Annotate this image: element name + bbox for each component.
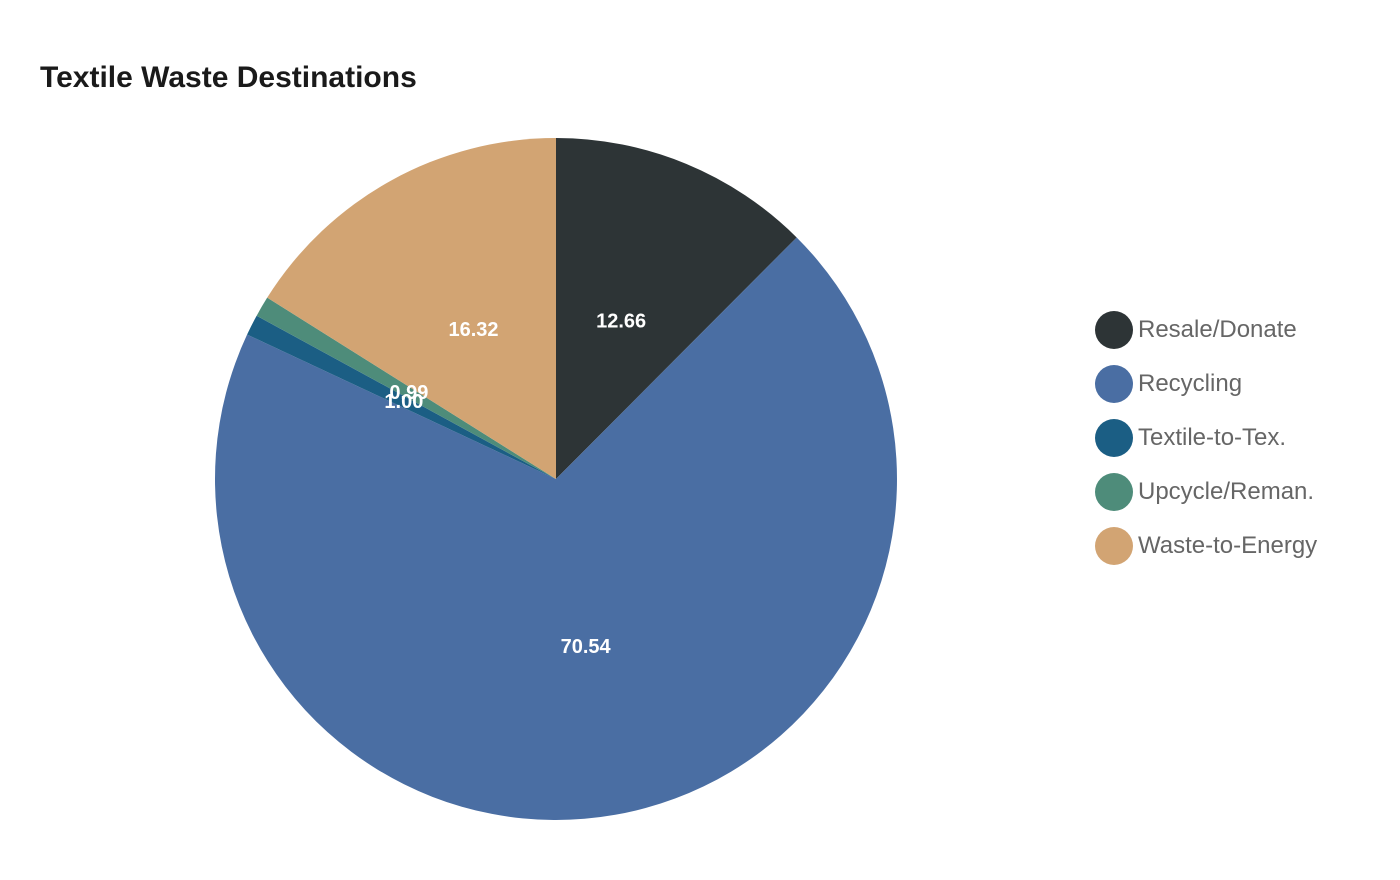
pie-slice-waste-to-energy[interactable] xyxy=(267,137,556,479)
legend-swatch-waste-to-energy xyxy=(1095,527,1133,565)
pie-slice-upcycle-reman[interactable] xyxy=(256,297,556,479)
legend: Resale/Donate Recycling Textile-to-Tex. … xyxy=(1095,303,1317,573)
legend-item-resale-donate[interactable]: Resale/Donate xyxy=(1095,303,1317,357)
pie-slice-textile-to-tex[interactable] xyxy=(247,315,557,479)
chart-title: Textile Waste Destinations xyxy=(40,61,417,94)
legend-label-upcycle-reman: Upcycle/Reman. xyxy=(1138,478,1315,505)
slice-label-upcycle-reman: 0.99 xyxy=(389,382,428,404)
legend-label-textile-to-tex: Textile-to-Tex. xyxy=(1138,424,1287,451)
legend-item-recycling[interactable]: Recycling xyxy=(1095,357,1317,411)
slice-label-recycling: 70.54 xyxy=(561,636,612,658)
legend-label-recycling: Recycling xyxy=(1138,370,1243,397)
legend-item-waste-to-energy[interactable]: Waste-to-Energy xyxy=(1095,519,1317,573)
slice-label-resale-donate: 12.66 xyxy=(596,310,646,332)
legend-label-resale-donate: Resale/Donate xyxy=(1138,316,1297,343)
legend-item-textile-to-tex[interactable]: Textile-to-Tex. xyxy=(1095,411,1317,465)
legend-swatch-recycling xyxy=(1095,365,1133,403)
legend-label-waste-to-energy: Waste-to-Energy xyxy=(1138,532,1318,559)
legend-swatch-upcycle-reman xyxy=(1095,473,1133,511)
legend-swatch-textile-to-tex xyxy=(1095,419,1133,457)
pie-slice-recycling[interactable] xyxy=(214,237,897,821)
slice-label-waste-to-energy: 16.32 xyxy=(448,319,498,341)
slice-label-textile-to-tex: 1.00 xyxy=(384,391,423,413)
legend-swatch-resale-donate xyxy=(1095,311,1133,349)
legend-item-upcycle-reman[interactable]: Upcycle/Reman. xyxy=(1095,465,1317,519)
pie-slice-resale-donate[interactable] xyxy=(556,138,797,479)
